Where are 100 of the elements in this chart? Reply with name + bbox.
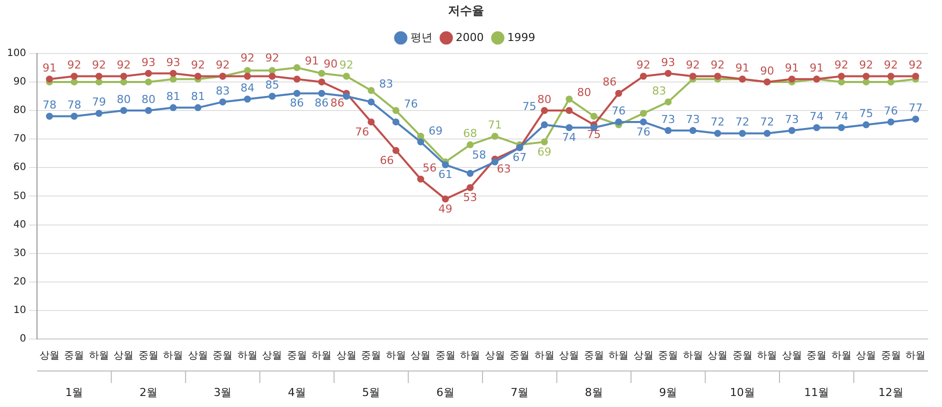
x-tick-label: 중월 <box>806 350 827 362</box>
x-tick-label: 상월 <box>262 350 282 362</box>
data-label: 78 <box>42 98 56 112</box>
data-label: 84 <box>240 81 254 94</box>
data-label: 92 <box>908 58 923 72</box>
data-label: 85 <box>265 78 280 92</box>
x-tick-label: 하월 <box>237 350 258 362</box>
y-tick-label: 70 <box>13 134 26 145</box>
data-label: 83 <box>379 77 394 90</box>
data-label: 92 <box>116 58 131 72</box>
text: 11월 <box>804 386 830 399</box>
data-label: 77 <box>908 101 923 114</box>
legend-label: 평년 <box>410 30 432 44</box>
y-tick-label: 20 <box>13 276 26 288</box>
x-tick-label: 중월 <box>435 350 456 362</box>
data-label: 92 <box>710 58 725 72</box>
text: 2월 <box>139 386 158 399</box>
data-label: 80 <box>537 92 552 106</box>
x-tick-label: 상월 <box>559 350 580 362</box>
data-label: 86 <box>314 96 329 110</box>
data-label: 76 <box>355 125 370 138</box>
x-tick-label: 하월 <box>682 350 703 362</box>
text: 12월 <box>878 386 904 399</box>
data-label: 76 <box>636 125 650 138</box>
y-tick-label: 90 <box>13 76 26 88</box>
x-tick-label: 상월 <box>39 350 60 362</box>
data-label: 67 <box>512 151 527 164</box>
data-label: 74 <box>834 110 848 124</box>
data-label: 63 <box>496 162 511 176</box>
text: 8월 <box>584 386 603 399</box>
x-tick-label: 하월 <box>460 350 480 362</box>
y-tick-label: 10 <box>13 305 26 316</box>
data-label: 74 <box>810 110 824 124</box>
x-tick-label: 하월 <box>534 350 554 362</box>
data-label: 86 <box>290 96 304 110</box>
text: 6월 <box>436 386 454 399</box>
data-label: 72 <box>735 116 750 129</box>
data-label: 93 <box>661 56 676 69</box>
data-label: 73 <box>784 112 799 126</box>
data-label: 83 <box>216 84 230 98</box>
x-tick-label: 중월 <box>584 350 604 362</box>
data-label: 91 <box>304 54 319 68</box>
x-tick-label: 상월 <box>336 350 356 362</box>
data-label: 49 <box>438 202 452 216</box>
x-tick-label: 중월 <box>212 350 233 362</box>
x-tick-label: 중월 <box>510 350 530 362</box>
x-tick-label: 중월 <box>880 350 901 362</box>
data-label: 73 <box>661 112 676 126</box>
data-label: 78 <box>67 98 82 112</box>
data-label: 58 <box>472 148 486 162</box>
data-label: 92 <box>216 58 230 72</box>
data-label: 72 <box>710 116 725 129</box>
x-tick-label: 하월 <box>831 350 852 362</box>
x-tick-label: 중월 <box>658 350 678 362</box>
data-label: 75 <box>522 100 536 114</box>
y-tick-label: 100 <box>6 48 26 59</box>
data-label: 83 <box>652 84 666 98</box>
data-label: 92 <box>339 58 354 72</box>
text: 5월 <box>362 386 380 399</box>
x-tick-label: 상월 <box>410 350 431 362</box>
data-label: 80 <box>577 86 592 99</box>
x-tick-label: 하월 <box>88 350 109 362</box>
data-label: 93 <box>166 56 180 69</box>
y-tick-label: 50 <box>13 190 26 202</box>
text: 7월 <box>510 386 529 399</box>
data-label: 53 <box>463 190 478 204</box>
data-label: 72 <box>760 116 774 129</box>
data-label: 92 <box>859 58 874 72</box>
x-tick-label: 중월 <box>286 350 307 362</box>
data-label: 92 <box>686 58 700 72</box>
x-tick-label: 하월 <box>163 350 184 362</box>
data-label: 92 <box>636 58 650 72</box>
data-label: 69 <box>537 145 552 158</box>
x-tick-label: 상월 <box>484 350 505 362</box>
y-tick-label: 80 <box>13 105 26 116</box>
legend-label: 1999 <box>507 30 536 44</box>
x-tick-label: 하월 <box>608 350 629 362</box>
data-label: 92 <box>265 52 280 65</box>
data-label: 56 <box>422 161 437 174</box>
x-tick-label: 상월 <box>188 350 208 362</box>
data-label: 75 <box>859 107 874 120</box>
y-tick-label: 30 <box>13 248 26 259</box>
data-label: 92 <box>190 58 205 72</box>
data-label: 76 <box>884 104 898 118</box>
data-label: 74 <box>562 131 576 144</box>
data-label: 66 <box>380 154 394 167</box>
data-label: 69 <box>428 124 443 138</box>
data-label: 71 <box>488 118 502 132</box>
x-tick-label: 하월 <box>906 350 926 362</box>
data-label: 92 <box>834 58 848 72</box>
data-label: 91 <box>735 61 750 74</box>
text: 4월 <box>288 386 306 399</box>
text: 3월 <box>214 386 232 399</box>
x-tick-label: 중월 <box>138 350 158 362</box>
data-label: 91 <box>784 61 799 74</box>
x-tick-label: 중월 <box>64 350 84 362</box>
data-label: 76 <box>612 104 626 118</box>
data-label: 79 <box>92 96 106 109</box>
data-label: 76 <box>404 97 418 110</box>
text: 1월 <box>65 386 84 399</box>
